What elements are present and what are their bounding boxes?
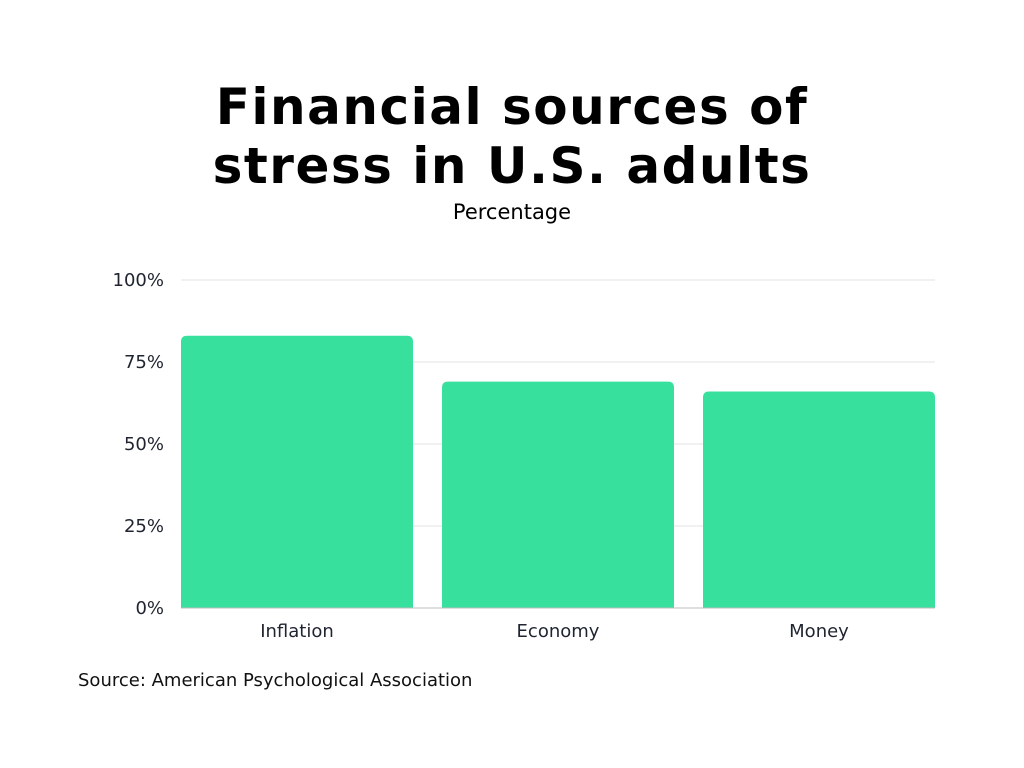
- x-tick-label: Economy: [517, 621, 600, 642]
- chart-title-line: Financial sources of: [215, 78, 809, 136]
- chart-title-line: stress in U.S. adults: [212, 137, 812, 195]
- bars: [181, 335, 935, 608]
- x-tick-label: Inflation: [260, 621, 334, 642]
- y-axis-ticks: 0% 25% 50% 75% 100%: [113, 270, 164, 619]
- source-note: Source: American Psychological Associati…: [78, 670, 473, 691]
- y-tick-label: 0%: [135, 598, 164, 619]
- chart-title: Financial sources of stress in U.S. adul…: [0, 78, 1024, 196]
- y-tick-label: 100%: [113, 270, 164, 291]
- bar-inflation: [181, 335, 413, 608]
- x-axis-ticks: Inflation Economy Money: [260, 621, 849, 642]
- bar-economy: [442, 381, 674, 608]
- y-tick-label: 75%: [124, 352, 164, 373]
- y-tick-label: 25%: [124, 516, 164, 537]
- y-tick-label: 50%: [124, 434, 164, 455]
- bar-money: [703, 391, 935, 608]
- chart-subtitle: Percentage: [452, 200, 572, 224]
- x-tick-label: Money: [789, 621, 849, 642]
